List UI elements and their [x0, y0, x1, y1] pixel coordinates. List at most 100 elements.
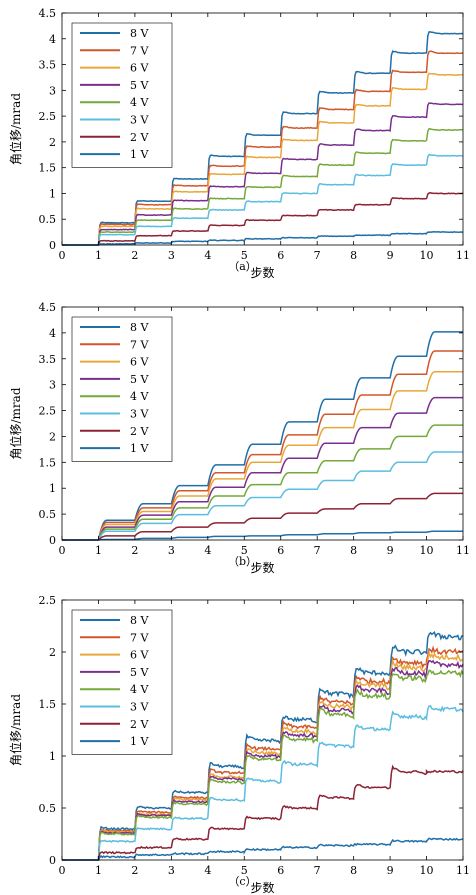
- x-tick-label: 1: [95, 864, 102, 877]
- x-tick-label: 1: [95, 249, 102, 262]
- x-tick-label: 8: [350, 249, 357, 262]
- legend-entry: 8 V: [130, 321, 149, 334]
- legend-entry: 3 V: [130, 408, 149, 421]
- series-line-7v: [62, 350, 463, 541]
- y-tick-label: 2: [49, 646, 56, 659]
- x-tick-label: 7: [314, 544, 321, 557]
- x-axis-label: 步数: [250, 880, 274, 895]
- series-line-3v: [62, 451, 463, 541]
- x-tick-label: 2: [131, 249, 138, 262]
- series-line-6v: [62, 370, 463, 541]
- series-line-4v: [62, 127, 464, 246]
- x-tick-label: 8: [350, 544, 357, 557]
- y-tick-label: 2: [49, 136, 56, 149]
- y-tick-label: 4: [49, 327, 56, 340]
- y-tick-label: 3: [49, 84, 56, 97]
- series-line-4v: [62, 424, 463, 541]
- chart-panel-2: 0 1 2 3 4 5 6 7 8 9 10 11 0 0.5 1 1.5 2 2.5 步数 角位移/mrad 8 V 7…: [8, 594, 470, 895]
- y-tick-label: 0: [49, 534, 56, 547]
- y-tick-label: 2: [49, 430, 56, 443]
- chart-panel-1: 0 1 2 3 4 5 6 7 8 9 10 11 0 0.5 1 1.5 2 2.5 3 3.5 4 4.5 步数 角位移/…: [8, 301, 470, 575]
- x-tick-label: 11: [456, 544, 470, 557]
- y-tick-label: 0.5: [39, 213, 57, 226]
- series-line-7v: [62, 50, 464, 246]
- series-line-3v: [62, 704, 464, 861]
- x-tick-label: 5: [241, 544, 248, 557]
- chart-panel-0: 0 1 2 3 4 5 6 7 8 9 10 11 0 0.5 1 1.5 2 2.5 3 3.5 4 4.5 步数 角位移/…: [8, 7, 470, 280]
- x-tick-label: 10: [420, 544, 434, 557]
- legend-entry: 3 V: [130, 114, 149, 127]
- series-line-8v: [62, 30, 464, 246]
- x-tick-label: 11: [456, 864, 470, 877]
- y-tick-label: 3: [49, 379, 56, 392]
- x-tick-label: 10: [420, 864, 434, 877]
- y-tick-label: 4.5: [39, 7, 57, 20]
- x-tick-label: 9: [387, 249, 394, 262]
- y-tick-label: 0.5: [39, 802, 57, 815]
- legend-entry: 2 V: [130, 425, 149, 438]
- legend-entry: 7 V: [130, 631, 149, 644]
- y-axis-label: 角位移/mrad: [8, 387, 23, 459]
- legend-entry: 1 V: [130, 442, 149, 455]
- y-tick-label: 1.5: [39, 162, 57, 175]
- x-tick-label: 4: [204, 544, 211, 557]
- legend-entry: 7 V: [130, 44, 149, 57]
- y-tick-label: 1: [49, 187, 56, 200]
- y-tick-label: 3.5: [39, 353, 57, 366]
- y-tick-label: 4: [49, 33, 56, 46]
- series-line-2v: [62, 492, 463, 541]
- panel-caption: （a）: [228, 260, 257, 273]
- legend-entry: 7 V: [130, 338, 149, 351]
- legend-box: [71, 22, 173, 168]
- x-tick-label: 6: [277, 249, 284, 262]
- y-axis-label: 角位移/mrad: [8, 694, 23, 766]
- y-tick-label: 1: [49, 750, 56, 763]
- legend-entry: 1 V: [130, 735, 149, 748]
- y-tick-label: 2.5: [39, 405, 57, 418]
- series-line-8v: [62, 331, 463, 541]
- y-tick-label: 0: [49, 854, 56, 867]
- legend-entry: 8 V: [130, 27, 149, 40]
- y-tick-label: 4.5: [39, 301, 57, 314]
- legend-entry: 5 V: [130, 666, 149, 679]
- series-line-3v: [62, 153, 464, 246]
- legend-entry: 5 V: [130, 373, 149, 386]
- x-axis-label: 步数: [250, 560, 274, 575]
- legend-entry: 8 V: [130, 614, 149, 627]
- x-tick-label: 10: [420, 249, 434, 262]
- x-tick-label: 8: [350, 864, 357, 877]
- legend-entry: 4 V: [130, 390, 149, 403]
- x-tick-label: 6: [277, 864, 284, 877]
- series-line-4v: [62, 669, 464, 861]
- y-tick-label: 0: [49, 239, 56, 252]
- series-line-1v: [62, 837, 464, 861]
- x-tick-label: 11: [456, 249, 470, 262]
- legend-entry: 4 V: [130, 683, 149, 696]
- y-tick-label: 1: [49, 482, 56, 495]
- y-tick-label: 2.5: [39, 594, 57, 607]
- series-line-2v: [62, 764, 464, 861]
- plot-frame: [61, 12, 464, 246]
- series-line-2v: [62, 191, 464, 246]
- x-tick-label: 6: [277, 544, 284, 557]
- series-line-5v: [62, 396, 463, 541]
- legend-entry: 5 V: [130, 79, 149, 92]
- x-tick-label: 4: [204, 864, 211, 877]
- y-tick-label: 1.5: [39, 698, 57, 711]
- x-tick-label: 0: [59, 864, 66, 877]
- x-tick-label: 5: [241, 864, 248, 877]
- y-tick-label: 0.5: [39, 508, 57, 521]
- series-line-7v: [62, 645, 464, 861]
- legend-entry: 6 V: [130, 62, 149, 75]
- x-tick-label: 1: [95, 544, 102, 557]
- legend-box: [71, 609, 173, 755]
- y-tick-label: 1.5: [39, 456, 57, 469]
- x-tick-label: 3: [168, 864, 175, 877]
- plot-frame: [61, 306, 464, 541]
- x-tick-label: 7: [314, 249, 321, 262]
- legend-entry: 2 V: [130, 718, 149, 731]
- panel-caption: （c）: [228, 875, 256, 888]
- series-line-6v: [62, 72, 464, 246]
- series-line-5v: [62, 102, 464, 246]
